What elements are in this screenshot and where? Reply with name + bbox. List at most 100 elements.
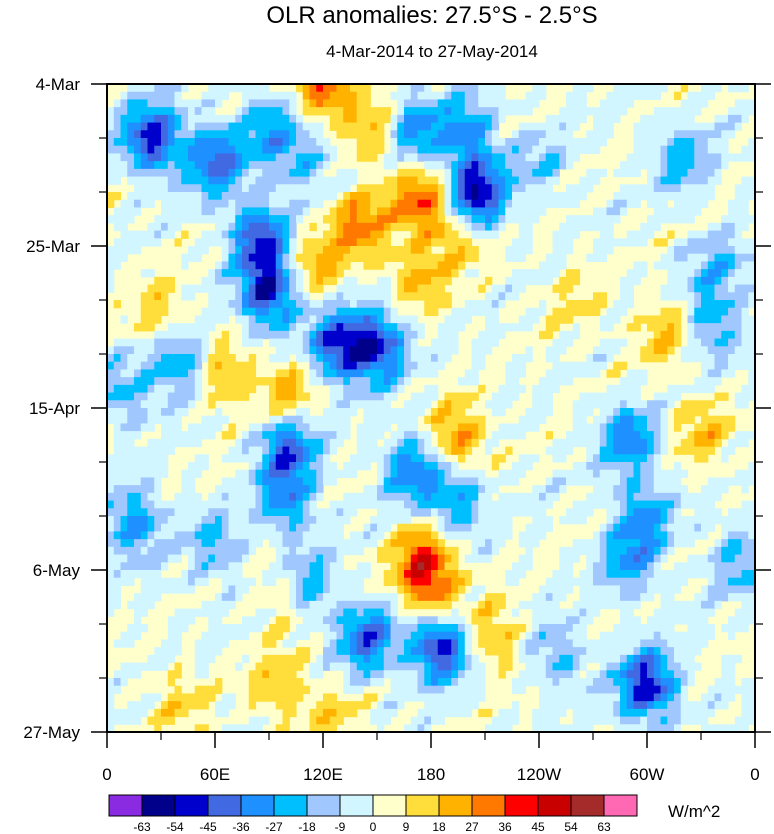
heatmap-cell bbox=[701, 508, 709, 517]
heatmap-cell bbox=[221, 523, 230, 533]
heatmap-cell bbox=[221, 361, 230, 371]
heatmap-cell bbox=[586, 408, 594, 417]
heatmap-cell bbox=[734, 246, 743, 255]
heatmap-cell bbox=[714, 261, 722, 270]
heatmap-cell bbox=[275, 130, 284, 139]
heatmap-cell bbox=[188, 531, 196, 540]
heatmap-cell bbox=[734, 215, 743, 224]
heatmap-cell bbox=[444, 145, 452, 155]
heatmap-cell bbox=[262, 84, 270, 93]
heatmap-cell bbox=[356, 114, 365, 124]
heatmap-cell bbox=[248, 546, 257, 556]
heatmap-cell bbox=[248, 307, 257, 317]
heatmap-cell bbox=[437, 585, 446, 594]
heatmap-cell bbox=[113, 477, 122, 486]
heatmap-cell bbox=[336, 222, 344, 232]
heatmap-cell bbox=[370, 145, 378, 155]
heatmap-cell bbox=[485, 114, 493, 124]
heatmap-cell bbox=[316, 462, 324, 471]
heatmap-cell bbox=[714, 346, 722, 355]
heatmap-cell bbox=[302, 415, 311, 425]
heatmap-cell bbox=[235, 392, 243, 401]
heatmap-cell bbox=[282, 485, 290, 494]
heatmap-cell bbox=[248, 84, 257, 93]
heatmap-cell bbox=[336, 107, 344, 116]
heatmap-cell bbox=[674, 253, 682, 263]
heatmap-cell bbox=[120, 377, 128, 386]
heatmap-cell bbox=[512, 284, 520, 293]
heatmap-cell bbox=[120, 531, 128, 540]
heatmap-cell bbox=[444, 323, 452, 332]
heatmap-cell bbox=[269, 508, 277, 517]
heatmap-cell bbox=[687, 354, 695, 363]
heatmap-cell bbox=[282, 315, 290, 324]
heatmap-cell bbox=[309, 593, 317, 602]
heatmap-cell bbox=[714, 153, 722, 162]
heatmap-cell bbox=[228, 361, 236, 371]
heatmap-cell bbox=[444, 516, 452, 525]
heatmap-cell bbox=[714, 492, 722, 502]
heatmap-cell bbox=[208, 315, 216, 324]
heatmap-cell bbox=[289, 593, 297, 602]
heatmap-cell bbox=[485, 145, 493, 155]
heatmap-cell bbox=[633, 585, 641, 594]
heatmap-cell bbox=[161, 292, 169, 301]
heatmap-cell bbox=[525, 415, 533, 425]
heatmap-cell bbox=[593, 114, 601, 124]
heatmap-cell bbox=[471, 616, 479, 625]
heatmap-cell bbox=[235, 585, 243, 594]
heatmap-cell bbox=[228, 130, 236, 139]
heatmap-cell bbox=[215, 130, 223, 139]
heatmap-cell bbox=[498, 153, 506, 162]
heatmap-cell bbox=[525, 315, 533, 324]
heatmap-cell bbox=[539, 492, 547, 502]
heatmap-cell bbox=[620, 415, 628, 425]
heatmap-cell bbox=[532, 269, 540, 278]
heatmap-cell bbox=[525, 168, 533, 178]
heatmap-cell bbox=[269, 161, 277, 170]
heatmap-cell bbox=[370, 315, 378, 324]
heatmap-cell bbox=[721, 562, 729, 571]
heatmap-cell bbox=[350, 114, 358, 124]
heatmap-cell bbox=[383, 361, 392, 371]
heatmap-cell bbox=[194, 354, 203, 363]
heatmap-cell bbox=[289, 346, 297, 355]
heatmap-cell bbox=[107, 477, 115, 486]
heatmap-cell bbox=[512, 176, 520, 185]
heatmap-cell bbox=[343, 492, 351, 502]
heatmap-cell bbox=[242, 307, 250, 317]
heatmap-cell bbox=[275, 554, 284, 563]
heatmap-cell bbox=[343, 546, 351, 556]
heatmap-cell bbox=[350, 122, 358, 131]
heatmap-cell bbox=[572, 153, 581, 162]
heatmap-cell bbox=[599, 222, 608, 232]
heatmap-cell bbox=[471, 338, 479, 347]
heatmap-cell bbox=[140, 492, 149, 502]
heatmap-cell bbox=[221, 184, 230, 193]
heatmap-cell bbox=[356, 153, 365, 162]
heatmap-cell bbox=[701, 261, 709, 270]
heatmap-cell bbox=[188, 161, 196, 170]
heatmap-cell bbox=[316, 168, 324, 178]
heatmap-cell bbox=[687, 400, 695, 409]
heatmap-cell bbox=[505, 477, 513, 486]
heatmap-cell bbox=[586, 577, 594, 587]
heatmap-cell bbox=[633, 122, 641, 131]
heatmap-cell bbox=[127, 84, 135, 93]
heatmap-cell bbox=[701, 176, 709, 185]
heatmap-cell bbox=[255, 215, 263, 224]
heatmap-cell bbox=[404, 207, 412, 216]
heatmap-cell bbox=[221, 114, 230, 124]
heatmap-cell bbox=[451, 462, 459, 471]
heatmap-cell bbox=[653, 207, 662, 216]
heatmap-cell bbox=[174, 585, 182, 594]
heatmap-cell bbox=[741, 539, 749, 548]
heatmap-cell bbox=[282, 145, 290, 155]
heatmap-cell bbox=[201, 91, 209, 101]
heatmap-cell bbox=[215, 500, 223, 509]
heatmap-cell bbox=[478, 122, 486, 131]
heatmap-cell bbox=[647, 184, 655, 193]
heatmap-cell bbox=[383, 570, 392, 579]
heatmap-cell bbox=[323, 84, 331, 93]
heatmap-cell bbox=[255, 153, 263, 162]
